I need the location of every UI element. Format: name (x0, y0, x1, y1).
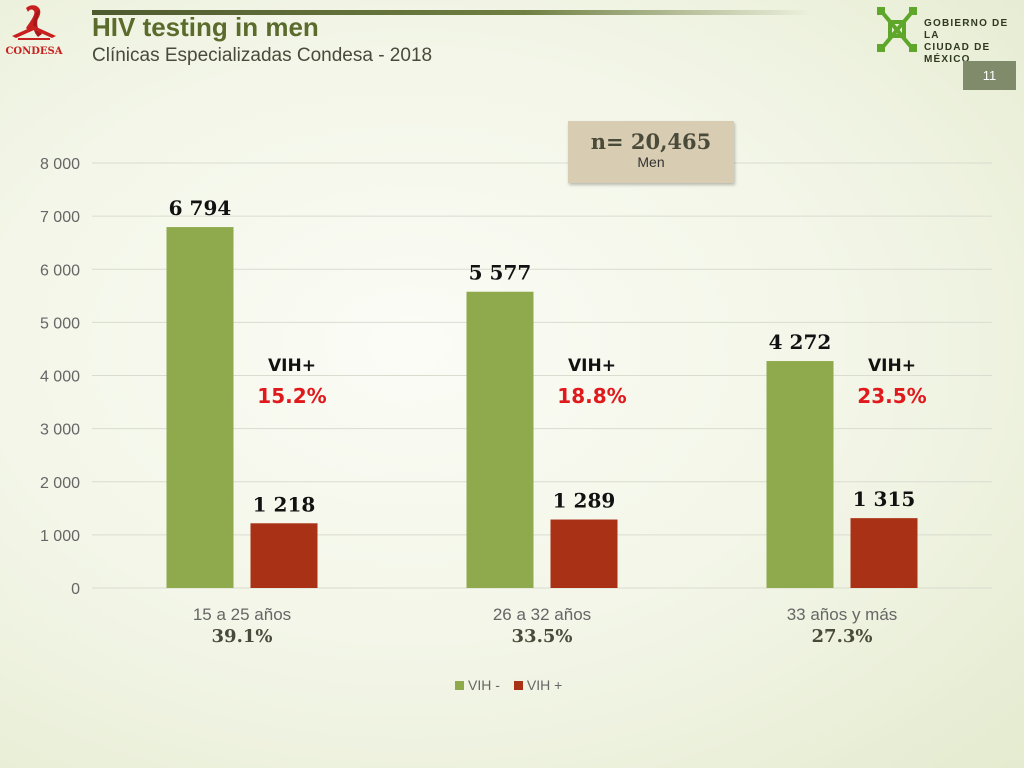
sample-size-box: n= 20,465 Men (568, 121, 734, 183)
cdmx-logo: GOBIERNO DE LA CIUDAD DE MÉXICO (874, 4, 1024, 65)
vih-pos-annotation-pct: 23.5% (857, 384, 926, 408)
vih-pos-annotation-pct: 15.2% (257, 384, 326, 408)
bar-value-label: 6 794 (169, 196, 232, 220)
legend-swatch-vih-neg (455, 680, 464, 690)
page-title: HIV testing in men (92, 12, 319, 42)
category-share-label: 39.1% (212, 626, 273, 647)
y-tick-label: 2 000 (40, 475, 80, 492)
legend-item-vih-neg: VIH - (455, 677, 500, 693)
y-tick-label: 7 000 (40, 209, 80, 226)
x-tick-label: 33 años y más (787, 605, 898, 624)
title-accent-bar (92, 10, 812, 15)
y-tick-label: 4 000 (40, 369, 80, 386)
bar-value-label: 1 315 (853, 487, 916, 511)
vih-pos-annotation-label: VIH+ (268, 356, 316, 376)
y-tick-label: 8 000 (40, 156, 80, 173)
bar-vih-neg (766, 361, 834, 588)
bar-value-label: 5 577 (469, 261, 532, 285)
condesa-logo: CONDESA (4, 4, 64, 60)
vih-pos-annotation-pct: 18.8% (557, 384, 626, 408)
cdmx-logo-line2: CIUDAD DE MÉXICO (924, 42, 991, 65)
vih-pos-annotation-label: VIH+ (868, 356, 916, 376)
page-subtitle: Clínicas Especializadas Condesa - 2018 (92, 45, 433, 66)
legend-item-vih-pos: VIH + (513, 677, 563, 693)
bar-vih-neg (466, 291, 534, 588)
legend-label-vih-pos: VIH + (526, 677, 563, 693)
bar-vih-pos (850, 518, 918, 588)
x-tick-label: 26 a 32 años (493, 605, 591, 624)
bar-value-label: 1 289 (553, 489, 616, 513)
bar-value-label: 4 272 (769, 330, 832, 354)
bar-vih-neg (166, 227, 234, 588)
page-number-badge: 11 (963, 61, 1016, 90)
legend-swatch-vih-pos (513, 680, 523, 690)
sample-size-subtitle: Men (637, 154, 665, 170)
y-tick-label: 5 000 (40, 315, 80, 332)
condesa-logo-text: CONDESA (5, 46, 62, 57)
sample-size-label: n= 20,465 (590, 129, 712, 154)
bar-value-label: 1 218 (253, 492, 316, 516)
legend-label-vih-neg: VIH - (468, 677, 500, 693)
y-tick-label: 6 000 (40, 262, 80, 279)
chart-legend: VIH - VIH + (455, 677, 562, 693)
cdmx-logo-line1: GOBIERNO DE LA (924, 18, 1009, 41)
x-tick-label: 15 a 25 años (193, 605, 291, 624)
category-share-label: 27.3% (812, 626, 873, 647)
bar-vih-pos (550, 519, 618, 588)
category-share-label: 33.5% (512, 626, 573, 647)
y-tick-label: 1 000 (40, 528, 80, 545)
y-tick-label: 0 (71, 581, 80, 598)
bar-vih-pos (250, 523, 318, 588)
vih-pos-annotation-label: VIH+ (568, 356, 616, 376)
y-tick-label: 3 000 (40, 422, 80, 439)
